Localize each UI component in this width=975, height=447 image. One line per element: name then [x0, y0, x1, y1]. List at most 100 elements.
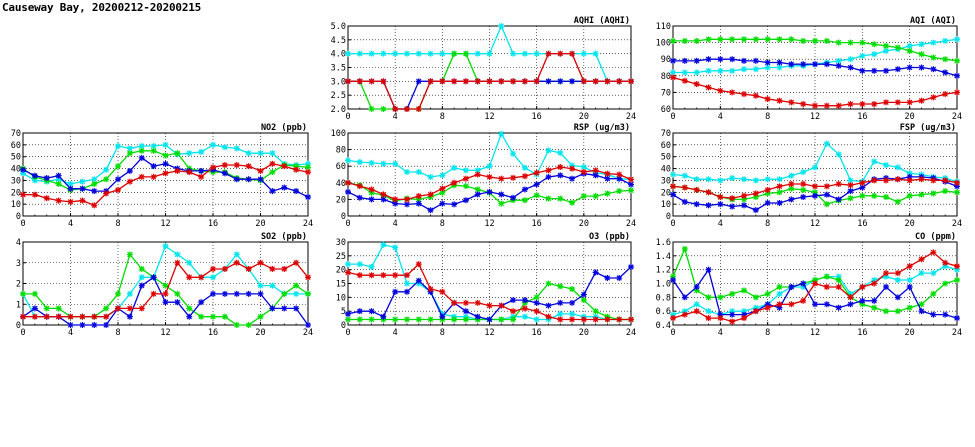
- data-point: [776, 36, 783, 43]
- data-point: [859, 101, 866, 108]
- data-point: [427, 316, 434, 323]
- y-tick-label: 40: [661, 165, 671, 175]
- data-point: [210, 313, 216, 320]
- data-point: [415, 169, 422, 176]
- data-point: [198, 167, 205, 174]
- data-point: [138, 274, 145, 281]
- data-point: [380, 160, 387, 167]
- data-point: [954, 36, 960, 43]
- data-point: [368, 50, 375, 57]
- data-point: [162, 243, 169, 250]
- data-point: [380, 78, 387, 85]
- data-point: [942, 69, 949, 76]
- data-point: [510, 78, 517, 85]
- y-tick-label: 80: [661, 72, 671, 82]
- data-point: [498, 200, 505, 207]
- data-point: [918, 308, 925, 315]
- data-point: [741, 176, 747, 183]
- data-point: [533, 78, 540, 85]
- data-point: [55, 313, 62, 320]
- data-point: [776, 183, 783, 190]
- data-point: [954, 89, 960, 96]
- data-point: [439, 50, 446, 57]
- data-point: [788, 180, 795, 187]
- data-point: [403, 50, 410, 57]
- data-point: [670, 37, 676, 44]
- data-point: [717, 177, 724, 184]
- data-point: [800, 37, 807, 44]
- x-tick-label: 4: [393, 219, 398, 229]
- data-point: [681, 57, 688, 64]
- data-point: [174, 299, 181, 306]
- data-point: [557, 149, 564, 156]
- data-point: [150, 147, 157, 154]
- data-point: [741, 315, 747, 322]
- data-point: [906, 283, 913, 290]
- data-point: [592, 308, 599, 315]
- data-point: [823, 183, 830, 190]
- data-point: [198, 148, 205, 155]
- data-point: [800, 297, 807, 304]
- data-point: [752, 36, 759, 43]
- data-point: [800, 169, 807, 176]
- data-point: [812, 37, 818, 44]
- data-point: [835, 62, 842, 69]
- data-point: [705, 36, 712, 43]
- y-tick-label: 60: [661, 105, 671, 115]
- x-tick-label: 8: [765, 328, 770, 338]
- data-point: [138, 154, 145, 161]
- data-point: [368, 78, 375, 85]
- data-point: [174, 290, 181, 297]
- data-point: [451, 179, 458, 186]
- x-tick-label: 12: [484, 219, 494, 229]
- data-point: [233, 290, 240, 297]
- data-point: [521, 173, 528, 180]
- data-point: [604, 316, 611, 323]
- y-tick-label: 3.5: [331, 64, 346, 74]
- data-point: [930, 249, 937, 256]
- data-point: [162, 160, 169, 167]
- data-point: [186, 305, 193, 312]
- data-point: [486, 302, 493, 309]
- data-point: [186, 150, 193, 157]
- data-point: [776, 176, 783, 183]
- data-point: [103, 166, 110, 173]
- data-point: [486, 173, 493, 180]
- data-point: [392, 244, 399, 251]
- data-point: [233, 251, 240, 258]
- data-point: [918, 41, 925, 48]
- data-point: [293, 259, 300, 266]
- data-point: [67, 313, 74, 320]
- data-point: [681, 37, 688, 44]
- x-tick-label: 4: [68, 328, 73, 338]
- data-point: [150, 163, 157, 170]
- data-point: [545, 313, 552, 320]
- y-tick-label: 3: [16, 259, 21, 269]
- data-point: [392, 272, 399, 279]
- data-point: [31, 191, 38, 198]
- data-point: [918, 64, 925, 71]
- data-point: [569, 310, 576, 317]
- data-point: [717, 294, 724, 301]
- y-tick-label: 2.5: [331, 91, 346, 101]
- data-point: [681, 69, 688, 76]
- y-tick-label: 0: [16, 212, 21, 222]
- data-point: [233, 176, 240, 183]
- data-point: [930, 54, 937, 61]
- y-tick-label: 1.4: [656, 252, 671, 262]
- data-point: [55, 172, 62, 179]
- x-tick-label: 12: [810, 112, 820, 122]
- data-point: [115, 305, 121, 312]
- data-point: [628, 181, 634, 188]
- data-point: [79, 322, 86, 328]
- data-point: [356, 316, 363, 323]
- x-tick-label: 20: [905, 328, 915, 338]
- data-point: [616, 316, 623, 323]
- data-point: [305, 194, 311, 201]
- data-point: [498, 175, 505, 182]
- data-point: [764, 64, 771, 71]
- data-point: [305, 290, 311, 297]
- data-point: [368, 316, 375, 323]
- data-point: [823, 61, 830, 68]
- data-point: [557, 172, 564, 179]
